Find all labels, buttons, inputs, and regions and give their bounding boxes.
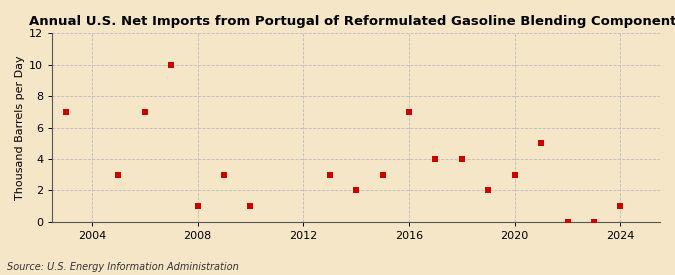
Title: Annual U.S. Net Imports from Portugal of Reformulated Gasoline Blending Componen: Annual U.S. Net Imports from Portugal of… [28,15,675,28]
Y-axis label: Thousand Barrels per Day: Thousand Barrels per Day [15,55,25,200]
Point [140,110,151,114]
Point [113,172,124,177]
Text: Source: U.S. Energy Information Administration: Source: U.S. Energy Information Administ… [7,262,238,272]
Point [219,172,230,177]
Point [456,157,467,161]
Point [483,188,493,192]
Point [351,188,362,192]
Point [404,110,414,114]
Point [192,204,203,208]
Point [615,204,626,208]
Point [509,172,520,177]
Point [562,219,573,224]
Point [589,219,599,224]
Point [245,204,256,208]
Point [430,157,441,161]
Point [166,62,177,67]
Point [377,172,388,177]
Point [325,172,335,177]
Point [60,110,71,114]
Point [536,141,547,145]
